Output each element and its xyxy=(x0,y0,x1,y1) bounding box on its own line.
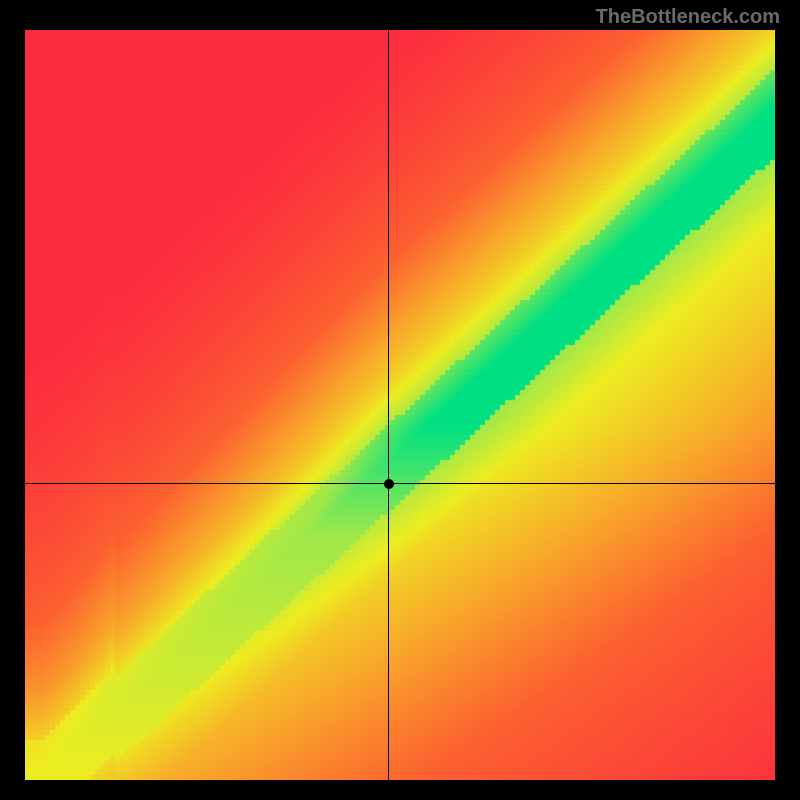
crosshair-vertical xyxy=(388,30,389,780)
crosshair-horizontal xyxy=(25,483,775,484)
plot-area xyxy=(25,30,775,780)
chart-container: TheBottleneck.com xyxy=(0,0,800,800)
point-marker xyxy=(384,479,394,489)
attribution-text: TheBottleneck.com xyxy=(596,6,780,29)
heatmap-canvas xyxy=(25,30,775,780)
